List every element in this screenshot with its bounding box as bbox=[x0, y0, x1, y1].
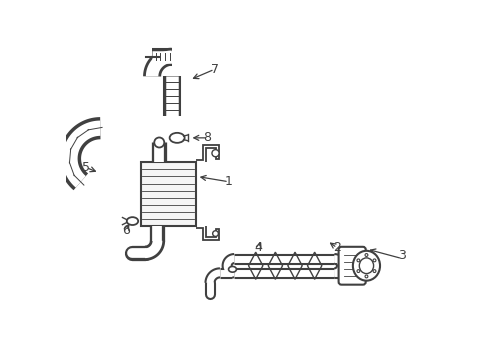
Text: 7: 7 bbox=[211, 63, 219, 76]
Circle shape bbox=[154, 138, 164, 148]
Ellipse shape bbox=[353, 251, 380, 281]
Ellipse shape bbox=[170, 133, 185, 143]
Ellipse shape bbox=[228, 266, 237, 272]
Bar bbox=[141, 162, 196, 226]
Circle shape bbox=[212, 150, 219, 157]
Circle shape bbox=[357, 259, 360, 262]
Text: 1: 1 bbox=[225, 175, 233, 188]
Text: 2: 2 bbox=[333, 241, 341, 255]
Circle shape bbox=[213, 231, 219, 237]
Circle shape bbox=[357, 270, 360, 273]
Text: 4: 4 bbox=[255, 241, 263, 255]
Ellipse shape bbox=[359, 258, 373, 274]
Text: 3: 3 bbox=[398, 248, 406, 261]
Circle shape bbox=[365, 253, 368, 256]
Text: 8: 8 bbox=[203, 131, 212, 144]
Ellipse shape bbox=[127, 217, 138, 225]
Text: 6: 6 bbox=[122, 224, 130, 237]
Circle shape bbox=[365, 275, 368, 278]
Circle shape bbox=[373, 270, 376, 273]
Circle shape bbox=[373, 259, 376, 262]
Text: 5: 5 bbox=[82, 161, 90, 174]
FancyBboxPatch shape bbox=[339, 247, 366, 285]
